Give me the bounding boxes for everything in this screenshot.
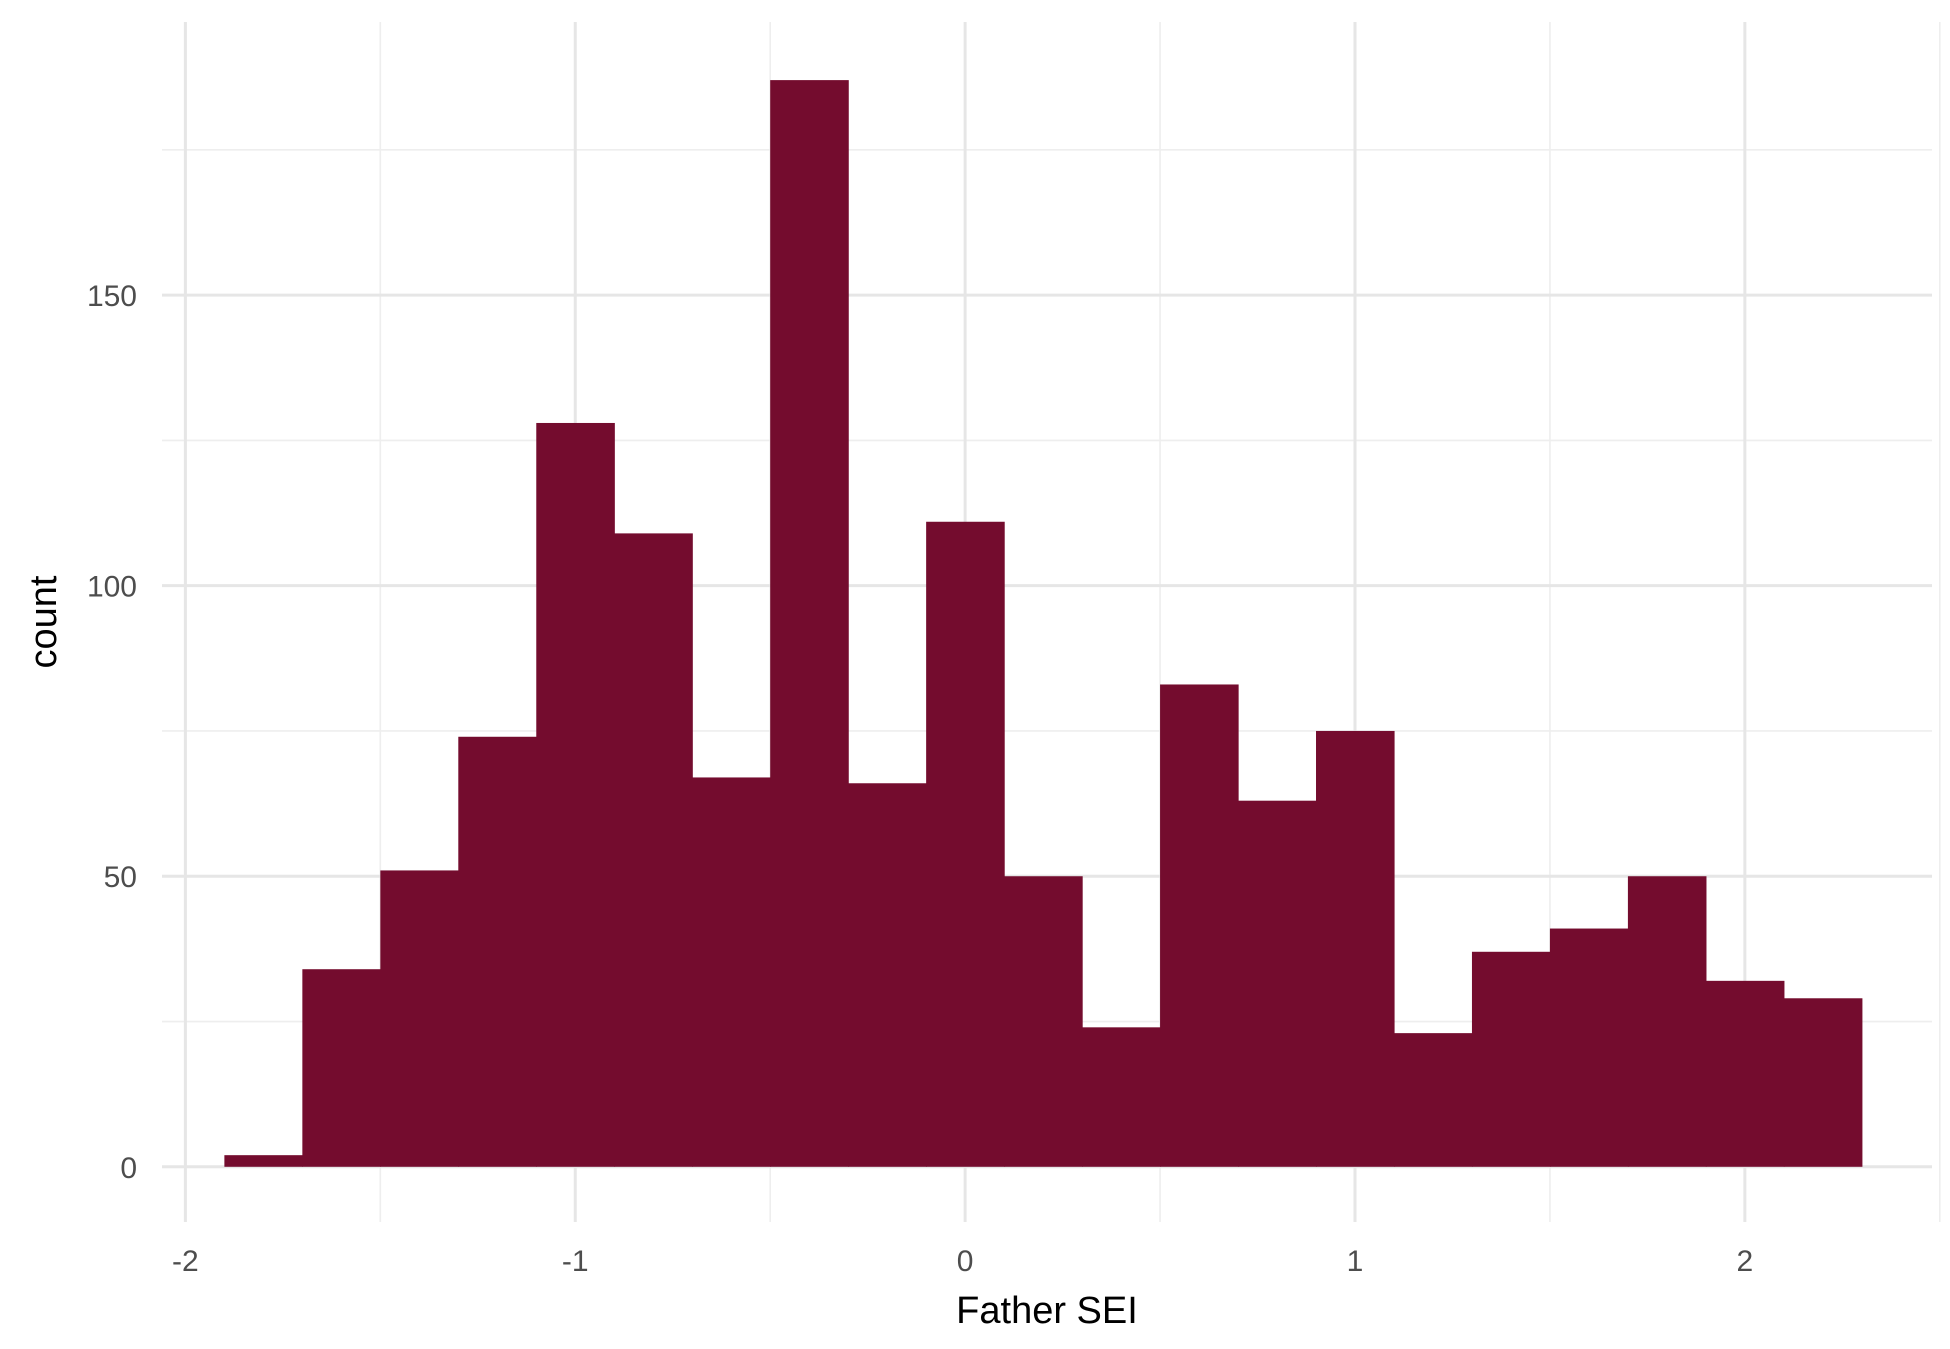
histogram-bar bbox=[848, 783, 927, 1167]
y-tick-label: 150 bbox=[87, 280, 137, 313]
y-axis-tick-labels: 0 50 100 150 bbox=[87, 280, 137, 1185]
y-tick-label: 50 bbox=[104, 861, 137, 894]
y-tick-label: 0 bbox=[120, 1152, 137, 1185]
y-axis-title: count bbox=[23, 575, 65, 668]
histogram-bar bbox=[1082, 1027, 1161, 1167]
histogram-bar bbox=[1549, 928, 1629, 1167]
x-tick-label: 1 bbox=[1347, 1245, 1364, 1278]
histogram-bars bbox=[224, 80, 1863, 1167]
x-axis-tick-labels: -2 -1 0 1 2 bbox=[172, 1245, 1753, 1278]
histogram-bar bbox=[1160, 684, 1239, 1167]
y-tick-label: 100 bbox=[87, 571, 137, 604]
x-tick-label: -1 bbox=[562, 1245, 589, 1278]
x-axis-title: Father SEI bbox=[956, 1290, 1138, 1332]
histogram-bar bbox=[1004, 876, 1083, 1167]
histogram-bar bbox=[1238, 800, 1317, 1167]
histogram-bar bbox=[224, 1155, 303, 1167]
histogram-bar bbox=[380, 870, 459, 1167]
histogram-bar bbox=[614, 533, 693, 1167]
histogram-bar bbox=[1783, 998, 1863, 1167]
histogram-bar bbox=[692, 777, 771, 1167]
histogram-bar bbox=[1627, 876, 1707, 1167]
x-tick-label: -2 bbox=[172, 1245, 199, 1278]
histogram-bar bbox=[536, 422, 615, 1167]
histogram-bar bbox=[1316, 730, 1395, 1167]
histogram-bar bbox=[1471, 951, 1551, 1167]
histogram-bar bbox=[770, 80, 849, 1167]
x-tick-label: 0 bbox=[957, 1245, 974, 1278]
histogram-bar bbox=[458, 736, 537, 1167]
x-tick-label: 2 bbox=[1737, 1245, 1754, 1278]
histogram-bar bbox=[926, 521, 1005, 1167]
histogram-bar bbox=[1393, 1033, 1473, 1167]
histogram-bar bbox=[1705, 980, 1785, 1167]
histogram-bar bbox=[302, 969, 381, 1167]
